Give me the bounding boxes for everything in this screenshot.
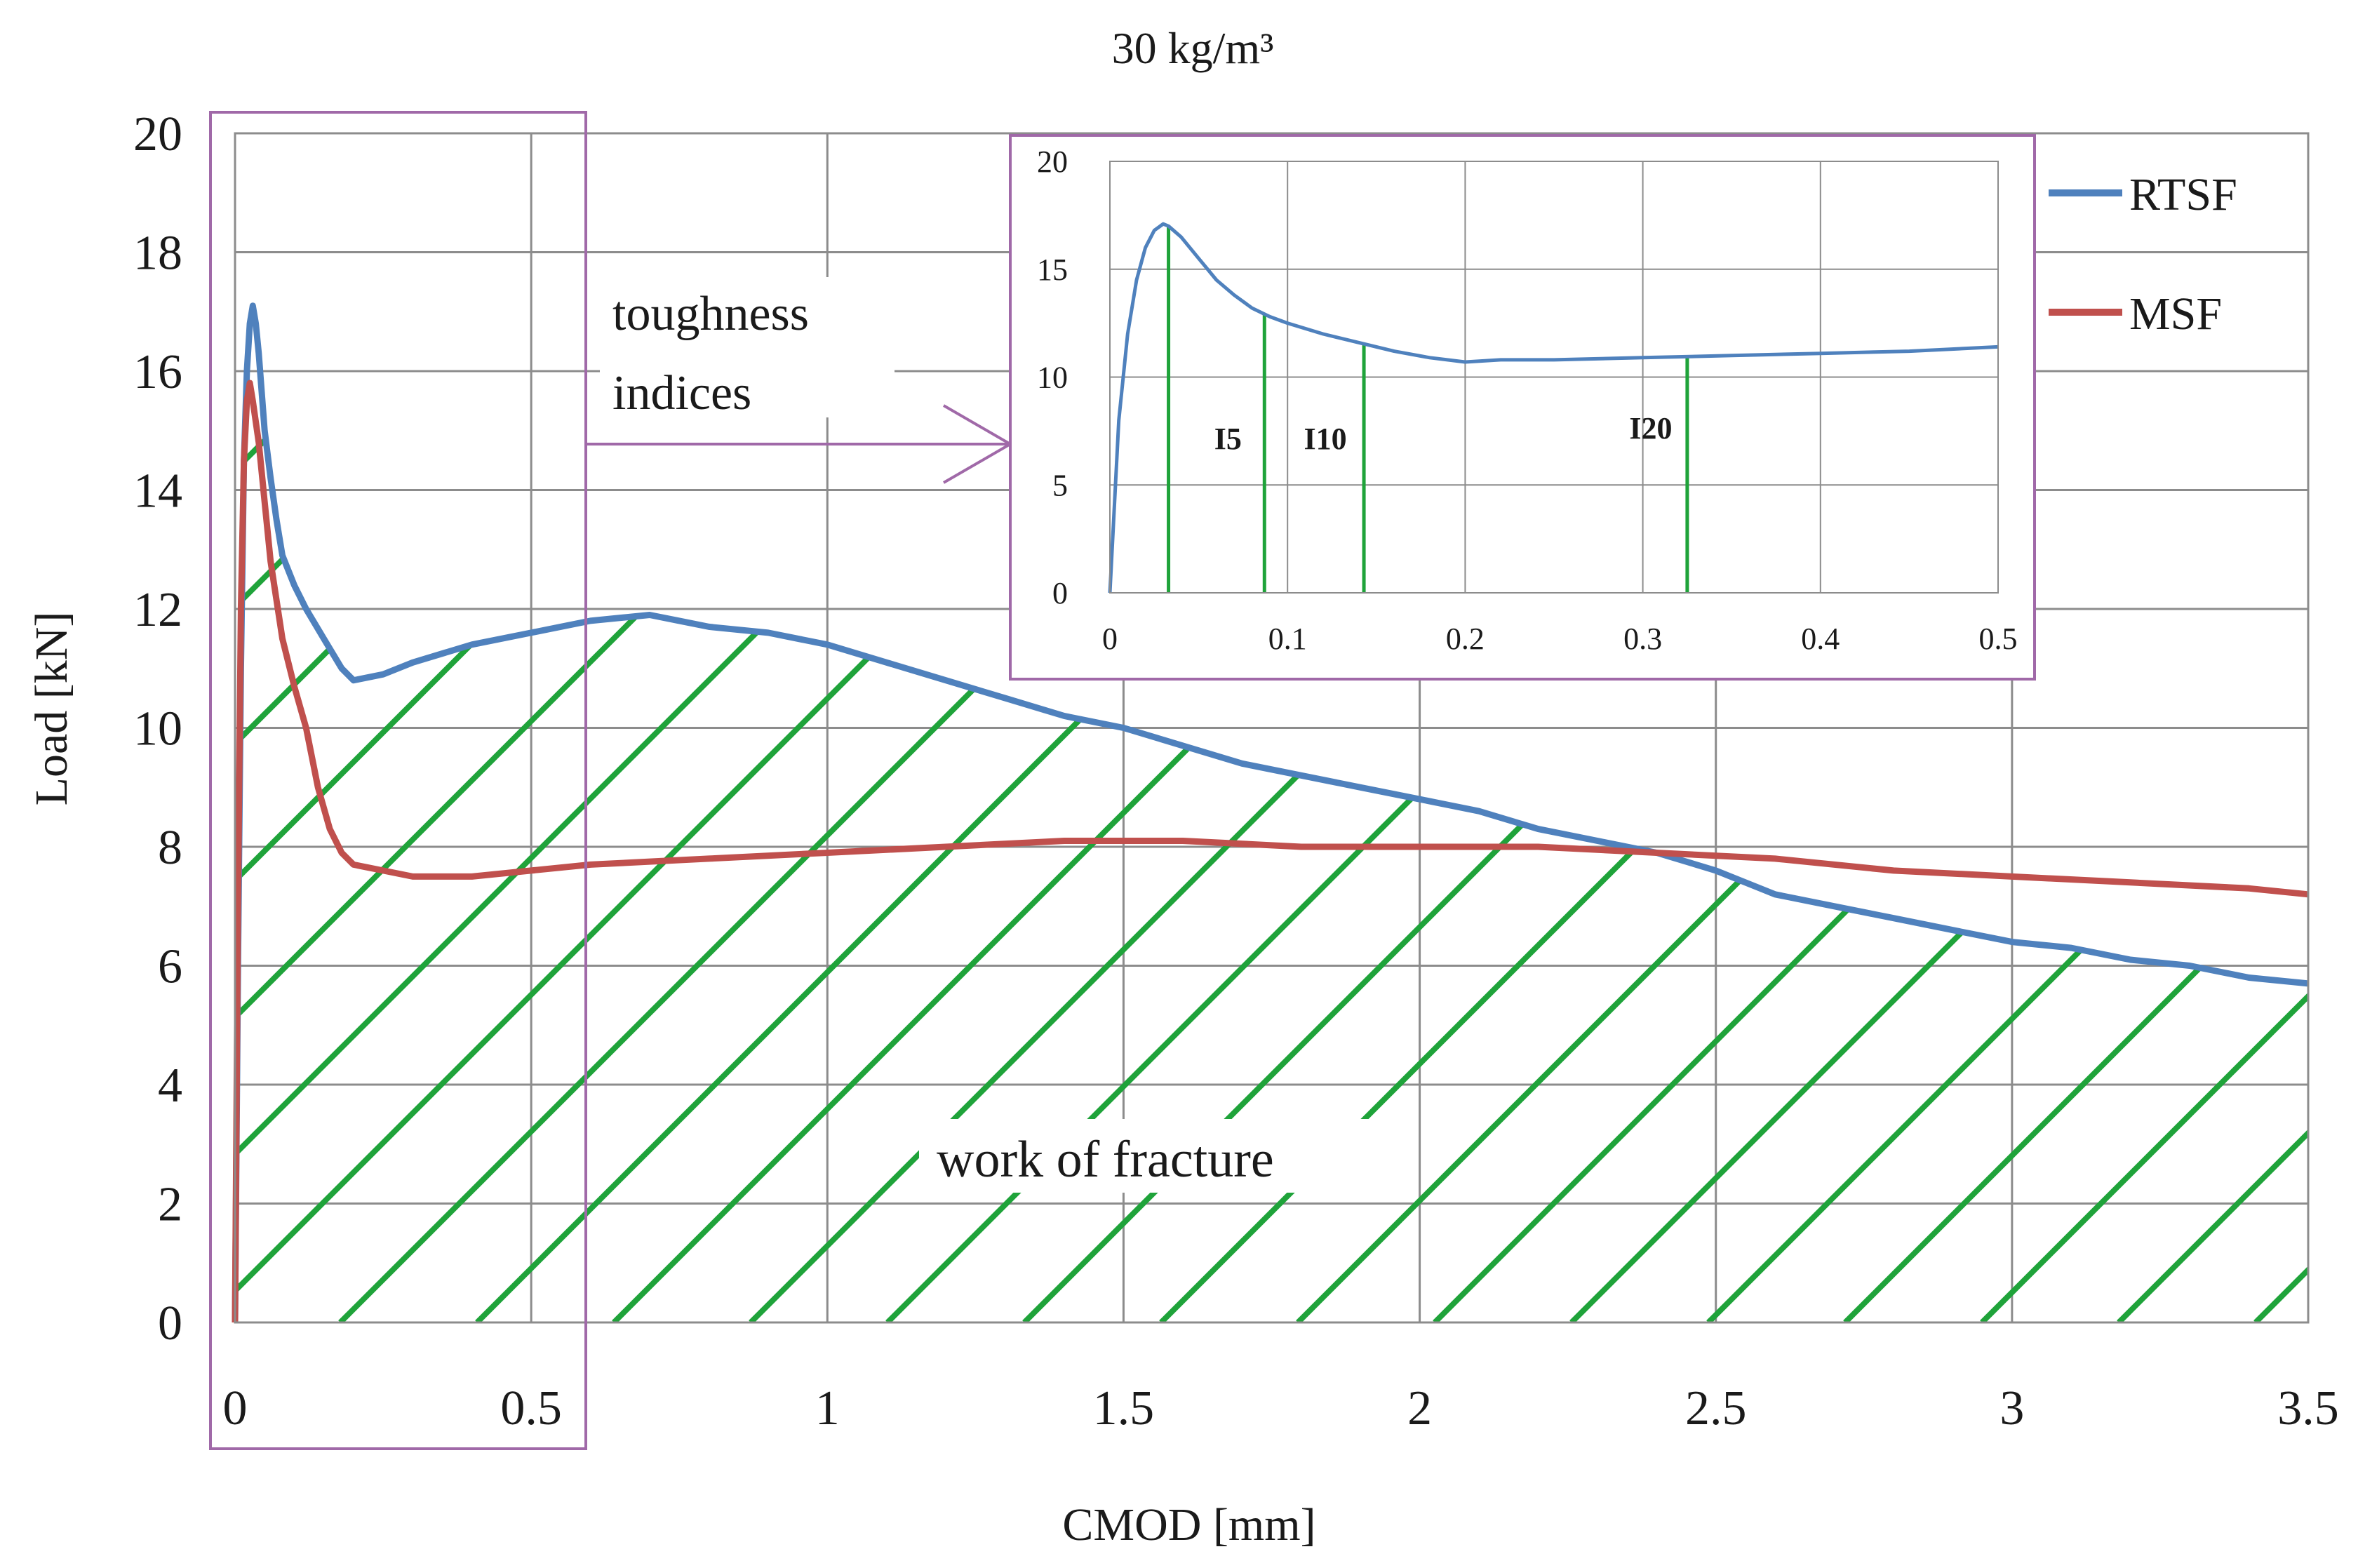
legend-label-msf: MSF	[2129, 288, 2222, 340]
toughness-marker-label: I10	[1304, 422, 1347, 456]
x-tick-label: 2.5	[1685, 1381, 1747, 1435]
legend: RTSF MSF	[2049, 169, 2237, 340]
legend-label-rtsf: RTSF	[2129, 169, 2237, 220]
inset-frame	[1009, 134, 2036, 681]
inset-x-tick-label: 0	[1102, 622, 1118, 656]
inset-x-tick-label: 0.5	[1979, 622, 2018, 656]
inset-x-tick-label: 0.3	[1623, 622, 1662, 656]
y-tick-label: 6	[158, 940, 182, 994]
x-tick-label: 0.5	[500, 1381, 562, 1435]
y-tick-label: 4	[158, 1059, 182, 1113]
toughness-indices-line2: indices	[612, 366, 751, 420]
inset-x-tick-label: 0.4	[1801, 622, 1840, 656]
y-tick-label: 20	[133, 107, 182, 161]
inset-series-line	[1108, 222, 1999, 594]
hatch-line	[1980, 305, 2308, 1322]
toughness-marker-label: I5	[1214, 422, 1242, 456]
inset-y-tick-label: 15	[1037, 253, 1068, 287]
y-tick-label: 14	[133, 464, 182, 518]
main-series-lines	[232, 302, 2309, 1323]
work-of-fracture-label: work of fracture	[919, 1119, 1410, 1193]
work-of-fracture-text: work of fracture	[937, 1131, 1274, 1188]
y-tick-label: 2	[158, 1178, 182, 1232]
inset-toughness-markers: I5 I10 I20	[1167, 226, 1689, 593]
y-tick-label: 8	[158, 821, 182, 875]
hatch-line	[1843, 305, 2308, 1322]
zoom-region-box	[209, 111, 587, 1450]
y-tick-label: 16	[133, 345, 182, 399]
y-tick-label: 18	[133, 227, 182, 281]
inset-y-tick-label: 20	[1037, 145, 1068, 179]
x-tick-label: 0	[223, 1381, 248, 1435]
series-line-msf	[232, 380, 2309, 1323]
toughness-indices-line1: toughness	[612, 287, 809, 341]
y-axis-label: Load [kN]	[26, 612, 77, 806]
plot-border	[234, 132, 2310, 1324]
x-tick-label: 1.5	[1093, 1381, 1155, 1435]
x-tick-label: 1	[815, 1381, 840, 1435]
inset-y-tick-label: 0	[1052, 576, 1068, 610]
inset-plot-border	[1109, 161, 1999, 594]
inset-axes: 0 5 10 15 20 0 0.1 0.2 0.3 0.4 0.5	[1037, 145, 2018, 656]
zoom-arrow	[586, 404, 1012, 484]
inset-x-tick-label: 0.1	[1268, 622, 1307, 656]
hatch-line	[2117, 305, 2308, 1322]
x-tick-label: 3	[1999, 1381, 2024, 1435]
x-axis-label: CMOD [mm]	[1062, 1499, 1315, 1550]
x-tick-label: 3.5	[2277, 1381, 2339, 1435]
chart-title: 30 kg/m³	[1112, 23, 1274, 73]
main-axes: 0 2 4 6 8 10 12 14 16 18 20 0 0.5 1 1.5 2 2.5 3 3.5	[133, 107, 2339, 1435]
inset-chart: I5 I10 I20 0 5 10 15 20 0 0.1 0.2 0.3 0.4 0.5	[1009, 134, 2036, 681]
y-tick-label: 0	[158, 1296, 182, 1351]
inset-y-tick-label: 5	[1052, 468, 1068, 502]
toughness-marker-label: I20	[1629, 411, 1672, 445]
x-tick-label: 2	[1407, 1381, 1432, 1435]
y-tick-label: 10	[133, 702, 182, 756]
toughness-indices-label: toughness indices	[600, 277, 895, 420]
inset-series-line-rtsf	[1108, 222, 1999, 594]
series-line-rtsf	[232, 302, 2309, 1323]
y-tick-label: 12	[133, 583, 182, 637]
inset-y-tick-label: 10	[1037, 361, 1068, 395]
inset-x-tick-label: 0.2	[1446, 622, 1485, 656]
